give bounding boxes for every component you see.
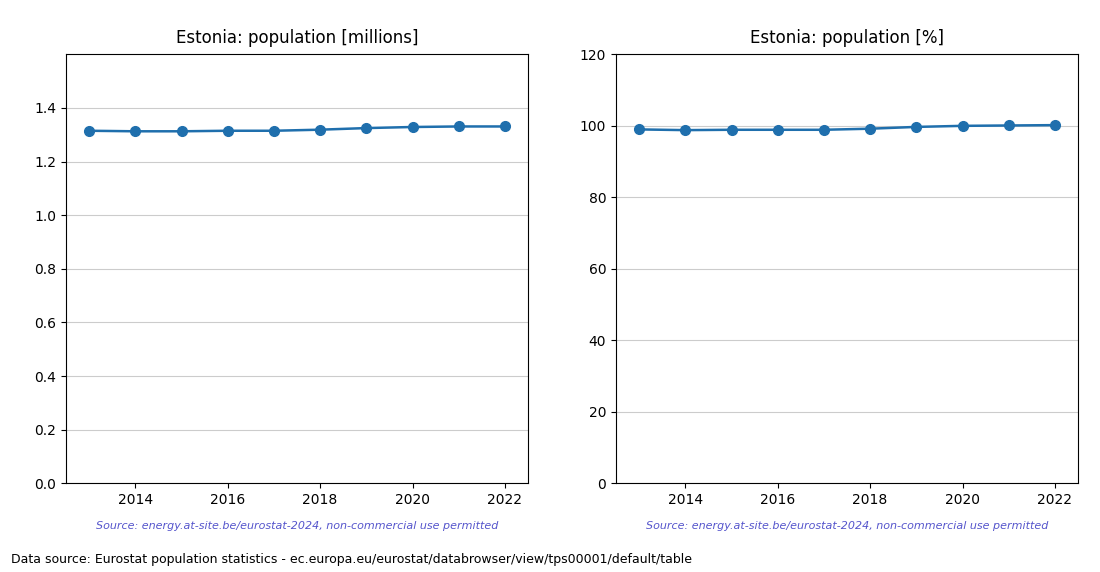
Text: Data source: Eurostat population statistics - ec.europa.eu/eurostat/databrowser/: Data source: Eurostat population statist… xyxy=(11,553,692,566)
Text: Source: energy.at-site.be/eurostat-2024, non-commercial use permitted: Source: energy.at-site.be/eurostat-2024,… xyxy=(96,521,498,530)
Title: Estonia: population [millions]: Estonia: population [millions] xyxy=(176,29,418,47)
Text: Source: energy.at-site.be/eurostat-2024, non-commercial use permitted: Source: energy.at-site.be/eurostat-2024,… xyxy=(646,521,1048,530)
Title: Estonia: population [%]: Estonia: population [%] xyxy=(750,29,944,47)
